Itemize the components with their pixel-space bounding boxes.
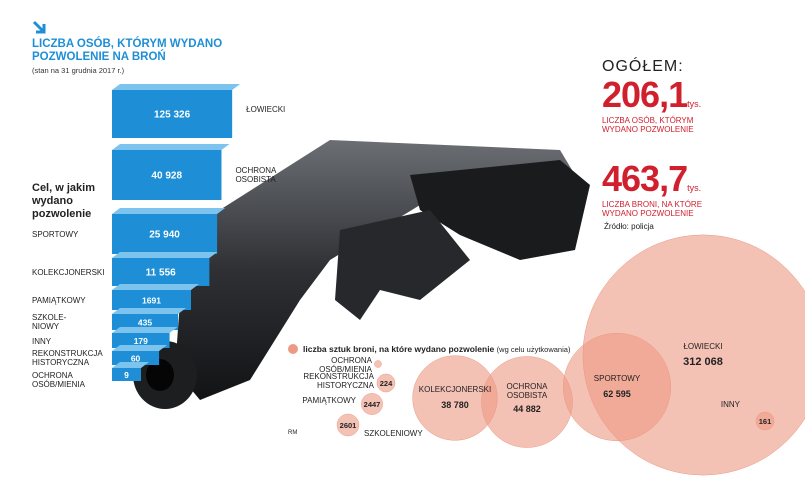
bar [112,214,218,254]
bar-top [112,327,178,333]
category-label: SZKOLENIOWY [364,429,423,438]
pistol-illustration [133,140,590,409]
bubble [376,373,396,393]
category-label: OCHRONA OSÓB/MIENIA [32,370,85,389]
bubble [336,413,360,437]
bar [112,333,170,348]
bar [112,290,192,310]
total-value: 463,7 [602,158,688,199]
bar-top [112,308,187,314]
category-label: PAMIĄTKOWY [302,396,356,405]
bubble [361,393,383,415]
value-label: 60 [131,354,141,364]
category-label: KOLEKCJONERSKI [418,385,492,394]
bubble-title: liczba sztuk broni, na które wydano pozw… [303,344,495,354]
value-label: 224 [380,379,393,388]
value-label: 125 326 [154,110,191,121]
value-label: 2447 [364,400,381,409]
category-label: OCHRONA OSÓB/MIENIA [319,356,372,374]
total-weapons: 463,7tys. LICZBA BRONI, NA KTÓRE WYDANO … [602,158,712,218]
summary-label: OGÓŁEM: [602,58,684,75]
bubble [412,355,498,441]
bar-top [112,144,230,150]
total-unit: tys. [687,183,702,193]
bubble [374,360,382,368]
bar [112,368,141,381]
category-label: KOLEKCJONERSKI [32,268,105,277]
bar-chart-title: Cel, w jakim wydano pozwolenie [32,182,95,220]
bar-top [112,284,200,290]
bar [112,150,222,200]
category-label: INNY [32,336,52,346]
category-label: PAMIĄTKOWY [32,296,86,305]
value-label: 435 [138,318,152,328]
bubble-subtitle: (wg celu użytkowania) [496,345,571,354]
subtitle: (stan na 31 grudnia 2017 r.) [32,66,125,75]
value-label: 1691 [142,296,161,306]
value-label: 11 556 [146,268,176,279]
bar-top [112,252,218,258]
bar [112,90,233,138]
arrow-icon [32,20,46,34]
value-label: 25 940 [149,230,180,241]
total-label: LICZBA BRONI, NA KTÓRE WYDANO POZWOLENIE [602,200,703,218]
category-label: REKONSTRUKCJA HISTORYCZNA [303,372,374,390]
source: Źródło: policja [604,222,654,231]
category-label: ŁOWIECKI [246,105,286,114]
category-label: REKONSTRUKCJA HISTORYCZNA [32,349,103,367]
total-unit: tys. [687,99,702,109]
category-label: OCHRONA OSOBISTA [506,382,548,400]
value-label: 38 780 [441,400,469,410]
category-label: SZKOLE-NIOWY [32,313,67,331]
bar-top [112,84,241,90]
total-value: 206,1 [602,74,688,115]
category-label: SPORTOWY [32,230,79,239]
bubble [755,411,775,431]
bubble-legend: liczba sztuk broni, na które wydano pozw… [303,344,570,354]
value-label: 179 [134,336,148,346]
value-label: 312 068 [683,356,723,368]
bar [112,351,160,365]
category-label: SPORTOWY [593,374,641,383]
value-label: 40 928 [151,171,182,182]
value-label: 44 882 [513,404,541,414]
bubble [562,332,672,442]
legend-marker [288,344,298,354]
category-label: OCHRONA OSOBISTA [235,166,276,184]
bar-top [112,362,149,368]
bar [112,314,179,330]
credit: RM [288,430,298,436]
bar [112,258,210,286]
value-label: 9 [124,370,129,380]
value-label: 161 [759,417,772,426]
category-label: INNY [720,400,740,409]
category-label: ŁOWIECKI [683,342,723,351]
total-label: LICZBA OSÓB, KTÓRYM WYDANO POZWOLENIE [602,116,694,134]
title: LICZBA OSÓB, KTÓRYM WYDANO POZWOLENIE NA… [32,38,223,63]
bar-top [112,345,168,351]
total-people: 206,1tys. LICZBA OSÓB, KTÓRYM WYDANO POZ… [602,74,712,134]
bar-top [112,208,226,214]
value-label: 62 595 [603,389,631,399]
value-label: 2601 [340,421,357,430]
